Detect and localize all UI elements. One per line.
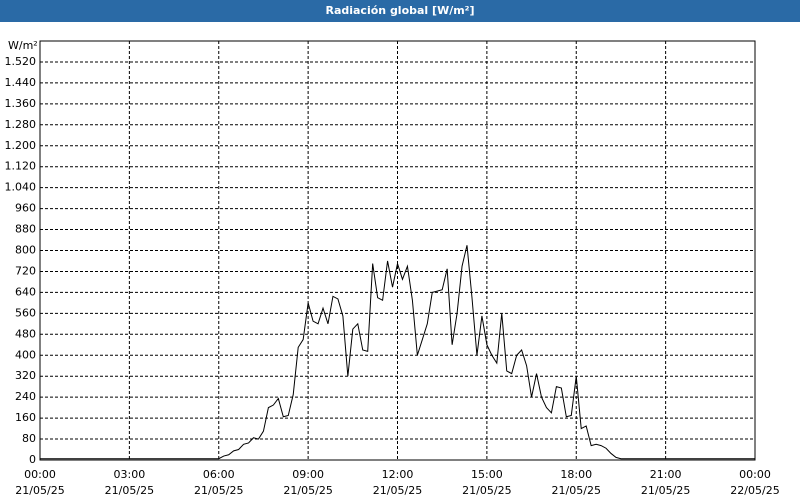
- y-tick-label: 1.360: [5, 97, 37, 110]
- x-tick-label: 18:00: [560, 468, 592, 481]
- x-tick-label: 12:00: [382, 468, 414, 481]
- y-tick-label: 240: [15, 390, 36, 403]
- y-tick-label: 1.040: [5, 181, 37, 194]
- x-tick-label: 06:00: [203, 468, 235, 481]
- y-tick-label: 0: [29, 453, 36, 466]
- data-line: [40, 245, 755, 460]
- y-tick-label: 1.120: [5, 160, 37, 173]
- y-tick-label: 1.280: [5, 118, 37, 131]
- x-tick-label: 15:00: [471, 468, 503, 481]
- y-tick-label: 720: [15, 264, 36, 277]
- y-tick-label: 400: [15, 348, 36, 361]
- y-unit: W/m²: [8, 39, 38, 52]
- y-tick-label: 320: [15, 369, 36, 382]
- x-tick-date: 21/05/25: [641, 484, 690, 497]
- chart-title: Radiación global [W/m²]: [325, 4, 474, 17]
- y-tick-label: 1.440: [5, 76, 37, 89]
- x-tick-label: 00:00: [24, 468, 56, 481]
- y-tick-label: 80: [22, 432, 36, 445]
- y-tick-label: 800: [15, 244, 36, 257]
- y-tick-label: 880: [15, 223, 36, 236]
- x-tick-date: 21/05/25: [15, 484, 64, 497]
- y-tick-label: 480: [15, 327, 36, 340]
- x-tick-label: 09:00: [292, 468, 324, 481]
- y-tick-label: 560: [15, 306, 36, 319]
- x-tick-label: 03:00: [114, 468, 146, 481]
- x-tick-date: 21/05/25: [462, 484, 511, 497]
- x-tick-date: 21/05/25: [105, 484, 154, 497]
- x-tick-date: 21/05/25: [194, 484, 243, 497]
- x-tick-label: 21:00: [650, 468, 682, 481]
- title-bar: [0, 0, 800, 22]
- x-tick-label: 00:00: [739, 468, 771, 481]
- y-tick-label: 1.200: [5, 139, 37, 152]
- y-tick-label: 640: [15, 285, 36, 298]
- x-tick-date: 21/05/25: [283, 484, 332, 497]
- plot-border: [39, 40, 756, 461]
- x-tick-date: 21/05/25: [552, 484, 601, 497]
- y-tick-label: 960: [15, 202, 36, 215]
- x-tick-date: 22/05/25: [730, 484, 779, 497]
- x-tick-date: 21/05/25: [373, 484, 422, 497]
- y-tick-label: 1.520: [5, 55, 37, 68]
- y-tick-label: 160: [15, 411, 36, 424]
